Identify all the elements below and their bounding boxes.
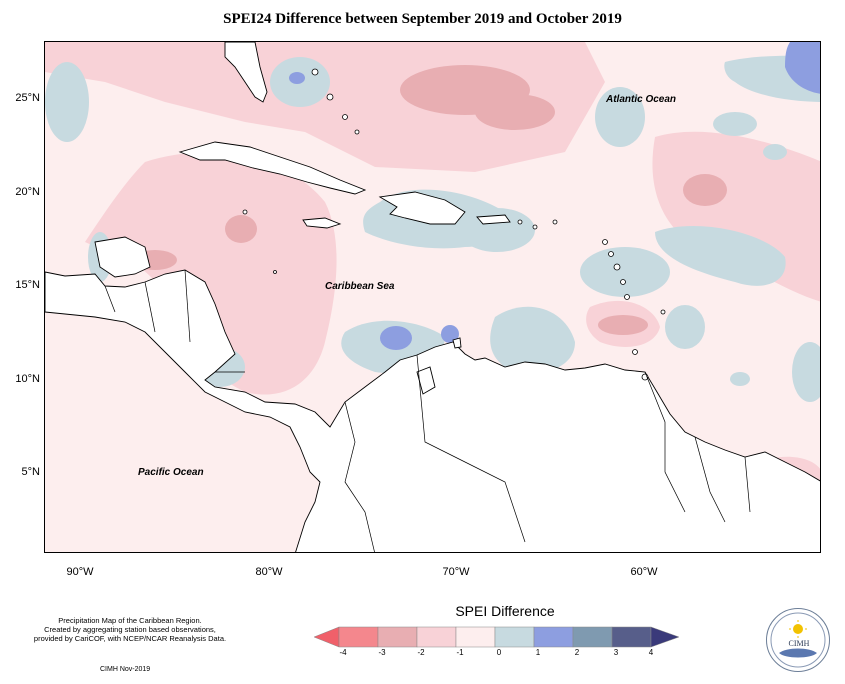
lat-label-25n: 25°N bbox=[15, 92, 40, 104]
atlantic-ocean-label: Atlantic Ocean bbox=[606, 94, 677, 105]
credit-line-3: provided by CariCOF, with NCEP/NCAR Rean… bbox=[33, 634, 227, 643]
spei-map bbox=[45, 42, 820, 552]
map-area bbox=[44, 41, 821, 553]
lon-label-70w: 70°W bbox=[442, 566, 470, 578]
legend-swatch bbox=[377, 626, 418, 648]
country-borders bbox=[104, 269, 751, 552]
credit-text: Precipitation Map of the Caribbean Regio… bbox=[14, 616, 246, 643]
small-islands bbox=[242, 68, 666, 381]
legend-swatch bbox=[338, 626, 379, 648]
credit-line-2: Created by aggregating station based obs… bbox=[44, 625, 216, 634]
legend-tick: 4 bbox=[648, 648, 654, 657]
lon-label-60w: 60°W bbox=[630, 566, 658, 578]
lat-label-20n: 20°N bbox=[15, 186, 40, 198]
pacific-ocean-label: Pacific Ocean bbox=[138, 467, 204, 478]
legend-tick: -4 bbox=[339, 648, 347, 657]
cimh-logo: CIMH bbox=[766, 608, 830, 672]
legend-title: SPEI Difference bbox=[455, 603, 555, 619]
legend-tick: 1 bbox=[535, 648, 541, 657]
legend-tick: 3 bbox=[613, 648, 619, 657]
legend-tick: 2 bbox=[574, 648, 580, 657]
legend-arrow-right bbox=[650, 626, 680, 648]
legend-colorbar bbox=[314, 626, 680, 648]
sun-cloud-icon bbox=[770, 612, 826, 668]
credit-line-1: Precipitation Map of the Caribbean Regio… bbox=[58, 616, 202, 625]
legend-arrow-left bbox=[314, 626, 340, 648]
logo-text: CIMH bbox=[788, 639, 810, 648]
legend-swatch bbox=[572, 626, 613, 648]
caribbean-sea-label: Caribbean Sea bbox=[325, 281, 395, 292]
spei-positive-medium-regions bbox=[289, 42, 820, 350]
land-masses bbox=[45, 42, 820, 552]
legend-tick: -1 bbox=[456, 648, 464, 657]
map-title: SPEI24 Difference between September 2019… bbox=[223, 11, 622, 27]
legend-swatch bbox=[533, 626, 574, 648]
lat-label-15n: 15°N bbox=[15, 279, 40, 291]
legend-tick: -2 bbox=[417, 648, 425, 657]
lat-label-10n: 10°N bbox=[15, 373, 40, 385]
lat-label-5n: 5°N bbox=[21, 466, 40, 478]
credit-date: CIMH Nov-2019 bbox=[100, 666, 151, 673]
spei-negative-medium-regions bbox=[133, 65, 727, 335]
legend-swatch bbox=[455, 626, 496, 648]
lon-label-90w: 90°W bbox=[66, 566, 94, 578]
legend-swatch bbox=[611, 626, 652, 648]
legend-tick: 0 bbox=[496, 648, 502, 657]
legend-swatch bbox=[494, 626, 535, 648]
legend-tick: -3 bbox=[378, 648, 386, 657]
legend-swatch bbox=[416, 626, 457, 648]
lon-label-80w: 80°W bbox=[255, 566, 283, 578]
